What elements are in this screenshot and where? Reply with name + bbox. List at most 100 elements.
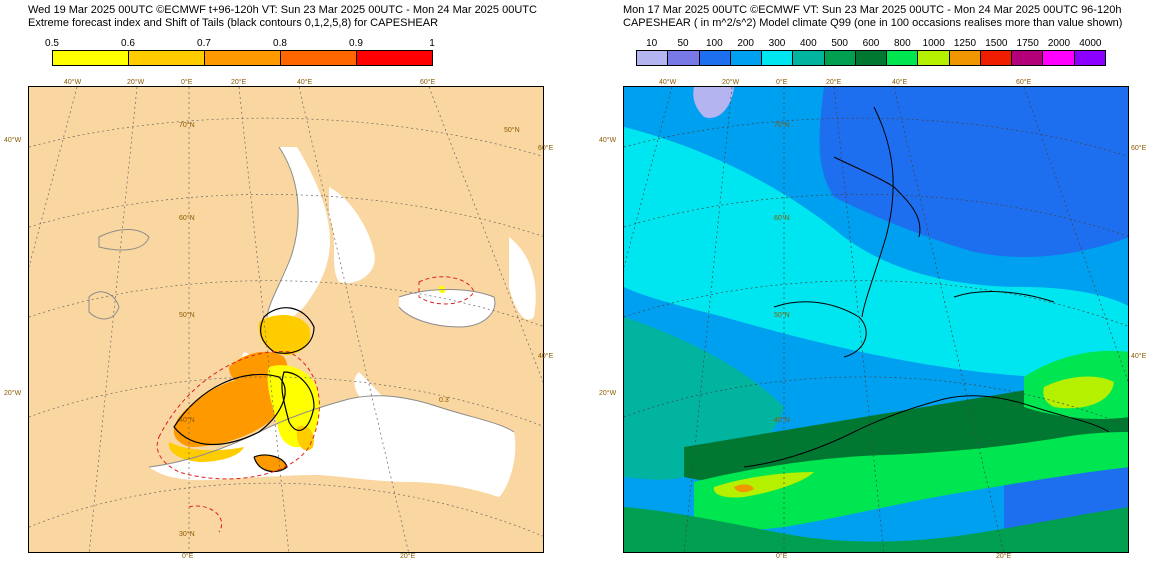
med-sea-white [149, 395, 516, 497]
lat-label: 50°N [179, 312, 195, 319]
climate-tick: 1500 [985, 38, 1008, 49]
colorbar-swatch [855, 51, 888, 65]
colorbar-swatch [793, 51, 825, 65]
climate-tick: 600 [862, 38, 880, 49]
shift-of-tails-contours [173, 307, 315, 473]
lon-label: 0°E [182, 553, 194, 560]
lat-label: 50°N [504, 127, 520, 134]
lat-label: 70°N [774, 122, 790, 129]
efi-header-line1: Wed 19 Mar 2025 00UTC ©ECMWF t+96-120h V… [28, 4, 537, 16]
efi-tick: 0.7 [197, 38, 211, 49]
lon-label: 20°E [826, 79, 842, 86]
colorbar-swatch [129, 51, 205, 65]
lon-label: 20°E [996, 553, 1012, 560]
colorbar-swatch [699, 51, 731, 65]
lon-label: 20°W [127, 79, 145, 86]
side-label: 20°W [4, 390, 22, 397]
efi-map-svg [29, 87, 543, 552]
sahara-green [624, 507, 1128, 552]
lon-label: 40°W [64, 79, 82, 86]
efi-tick: 0.9 [349, 38, 363, 49]
climate-tick: 100 [705, 38, 723, 49]
colorbar-swatch [762, 51, 794, 65]
north-africa-orange [734, 484, 754, 493]
central-cyan [624, 127, 1128, 387]
efi-tick: 1 [429, 38, 435, 49]
climate-tick: 800 [893, 38, 911, 49]
efi-header-line2: Extreme forecast index and Shift of Tail… [28, 17, 439, 29]
efi-iberia-orange [173, 376, 284, 447]
climate-tick: 300 [768, 38, 786, 49]
efi-tick: 0.5 [45, 38, 59, 49]
graticule [624, 87, 1128, 552]
lat-label: 40°N [179, 417, 195, 424]
colorbar-swatch [1043, 51, 1075, 65]
side-label: 40°W [4, 137, 22, 144]
climate-tick: 4000 [1079, 38, 1102, 49]
colorbar-swatch [281, 51, 357, 65]
colorbar-swatch [949, 51, 981, 65]
north-sea-white [267, 147, 330, 324]
lat-label: 40°N [774, 417, 790, 424]
climate-tick: 400 [799, 38, 817, 49]
lon-label: 40°E [297, 79, 313, 86]
climate-tick: 1750 [1016, 38, 1039, 49]
efi-sardinia [296, 425, 314, 451]
graticule [29, 87, 543, 552]
climate-tick: 200 [737, 38, 754, 49]
efi-tick: 0.8 [273, 38, 287, 49]
colorbar-swatch [887, 51, 919, 65]
side-label: 40°E [1131, 353, 1147, 360]
side-label: 60°E [538, 145, 554, 152]
lat-label: 60°N [179, 215, 195, 222]
climate-map: 70°N 60°N 50°N 40°N [623, 86, 1129, 553]
lat-label: 50°N [774, 312, 790, 319]
climate-tick: 10 [646, 38, 658, 49]
climate-tick: 1000 [922, 38, 945, 49]
lat-label: 60°N [774, 215, 790, 222]
adriatic-white [354, 372, 404, 428]
efi-colorbar [52, 50, 433, 66]
climate-colorbar-ticks: 10 50 100 200 300 400 500 600 800 1000 1250 1500 175… [636, 38, 1106, 50]
lon-label: 20°W [722, 79, 740, 86]
climate-tick: 1250 [953, 38, 977, 49]
climate-colorbar [636, 50, 1106, 66]
climate-tick: 50 [677, 38, 689, 49]
climate-tick: 500 [831, 38, 848, 49]
side-label: 60°E [1131, 145, 1147, 152]
lat-label: 70°N [179, 122, 195, 129]
caspian-white [509, 237, 536, 320]
climate-header-line1: Mon 17 Mar 2025 00UTC ©ECMWF VT: Sun 23 … [623, 4, 1122, 16]
colorbar-swatch [1012, 51, 1044, 65]
lon-label: 60°E [420, 79, 436, 86]
efi-panel: Wed 19 Mar 2025 00UTC ©ECMWF t+96-120h V… [4, 4, 554, 560]
black-sea-white [399, 289, 495, 327]
contour-value-label: 0.3 [439, 397, 449, 404]
lon-label: 60°E [1016, 79, 1032, 86]
colorbar-swatch [637, 51, 669, 65]
side-label: 20°W [599, 390, 617, 397]
climate-header-line2: CAPESHEAR ( in m^2/s^2) Model climate Q9… [623, 17, 1123, 29]
lon-label: 0°E [776, 553, 788, 560]
greenland-lavender [693, 87, 734, 118]
climate-tick: 2000 [1047, 38, 1071, 49]
efi-iberia-yellow [168, 442, 244, 462]
lon-label: 40°E [892, 79, 908, 86]
lon-label: 20°E [400, 553, 416, 560]
efi-alps-yellow [258, 315, 311, 355]
north-africa-bright-green [694, 432, 1128, 531]
efi-0.3-contour [156, 276, 475, 533]
baltic-white [329, 187, 375, 283]
colorbar-swatch [53, 51, 129, 65]
lon-label: 0°E [181, 79, 193, 86]
side-label: 40°E [538, 353, 554, 360]
lon-label: 20°E [231, 79, 247, 86]
efi-colorbar-ticks: 0.5 0.6 0.7 0.8 0.9 1 [45, 38, 435, 50]
climate-map-svg [624, 87, 1128, 552]
side-label: 40°W [599, 137, 617, 144]
turkey-yellow-green [1043, 376, 1114, 409]
colorbar-swatch [730, 51, 763, 65]
colorbar-swatch [357, 51, 432, 65]
colorbar-swatch [668, 51, 700, 65]
colorbar-swatch [980, 51, 1013, 65]
